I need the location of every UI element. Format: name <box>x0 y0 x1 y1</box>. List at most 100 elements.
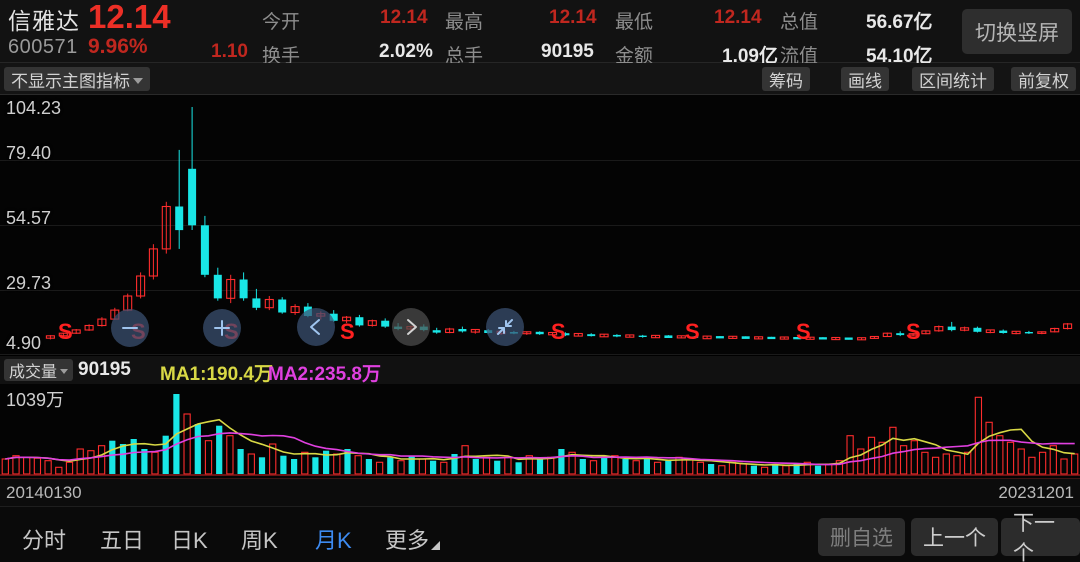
scroll-right-button[interactable] <box>392 308 430 346</box>
stat-prev-close-value: 12.14 <box>714 7 762 28</box>
switch-to-portrait-button[interactable]: 切换竖屏 <box>962 9 1072 54</box>
stat-totalvalue-label: 总值 <box>780 12 819 33</box>
quote-header: 信雅达 600571 12.14 9.96% 今开 1.10 换手 12.14 … <box>0 0 1080 67</box>
stat-floatvalue-label: 流值 <box>780 46 819 67</box>
stat-volume-value: 90195 <box>541 41 594 62</box>
tab-wuri-label: 五日 <box>100 528 145 553</box>
chips-button[interactable]: 筹码 <box>762 67 810 91</box>
tab-weekk[interactable]: 周K <box>241 523 278 555</box>
stat-high-label: 最高 <box>445 12 484 33</box>
volume-chart-panel[interactable] <box>0 384 1080 478</box>
tab-dayk[interactable]: 日K <box>171 523 208 555</box>
stat-totalvalue: 总值 <box>780 7 818 34</box>
stat-totalvalue-value-wrap: 56.67亿 <box>866 7 933 34</box>
gridline <box>0 160 1080 161</box>
stat-open-value-wrap: 1.10 <box>211 41 248 63</box>
y-axis-label-3: 29.73 <box>6 273 52 293</box>
volume-svg <box>0 394 1080 476</box>
volume-indicator-header: 成交量 90195 MA1:190.4万 MA2:235.8万 <box>0 356 1080 385</box>
volume-ma1-label: MA1:190.4万 <box>160 364 273 385</box>
price-chart-panel[interactable]: SSSSSSSS 104.23 79.40 54.57 29.73 4.90 <box>0 95 1080 355</box>
date-end: 20231201 <box>998 483 1074 502</box>
stock-code: 600571 <box>8 36 78 58</box>
stat-amount-value: 1.09亿 <box>722 46 778 67</box>
stat-totalvalue-value: 56.67亿 <box>866 12 933 33</box>
stat-amount-label: 金额 <box>615 46 654 67</box>
volume-indicator-label: 成交量 <box>9 364 58 381</box>
tab-monthk[interactable]: 月K <box>315 523 352 555</box>
plus-icon <box>214 320 230 336</box>
previous-stock-button[interactable]: 上一个 <box>911 518 998 556</box>
next-stock-button[interactable]: 下一个 <box>1001 512 1080 562</box>
minus-icon <box>122 327 138 329</box>
stat-turnover: 换手 <box>262 41 300 68</box>
drawline-button[interactable]: 画线 <box>841 67 889 91</box>
svg-text:S: S <box>906 319 921 344</box>
main-indicator-selector[interactable]: 不显示主图指标 <box>4 67 150 91</box>
stat-high: 最高 <box>445 7 483 34</box>
stat-floatvalue-value: 54.10亿 <box>866 46 933 67</box>
scroll-left-button[interactable] <box>297 308 335 346</box>
chevron-down-icon <box>60 369 69 374</box>
date-axis: 20140130 20231201 <box>0 478 1080 506</box>
svg-text:S: S <box>551 319 566 344</box>
gridline <box>0 290 1080 291</box>
stat-open-label: 今开 <box>262 12 301 33</box>
tab-more[interactable]: 更多 <box>385 523 441 555</box>
stat-turnover-label: 换手 <box>262 46 301 67</box>
stat-amount: 金额 <box>615 41 653 68</box>
zoom-out-button[interactable] <box>111 309 149 347</box>
chevron-right-icon <box>407 319 417 335</box>
bottom-navigation: 分时 五日 日K 周K 月K 更多 删自选 上一个 下一个 <box>0 506 1080 562</box>
svg-text:S: S <box>685 319 700 344</box>
gridline <box>0 354 1080 355</box>
stat-floatvalue: 流值 <box>780 41 818 68</box>
svg-text:S: S <box>340 319 355 344</box>
range-statistics-button[interactable]: 区间统计 <box>912 67 994 91</box>
stat-high-value-wrap: 12.14 <box>380 7 428 29</box>
collapse-button[interactable] <box>486 308 524 346</box>
stock-name: 信雅达 <box>8 8 80 34</box>
volume-indicator-selector[interactable]: 成交量 <box>4 359 74 381</box>
tab-weekk-label: 周K <box>241 528 278 553</box>
current-price: 12.14 <box>88 0 171 35</box>
tab-fenshi[interactable]: 分时 <box>22 523 66 555</box>
main-indicator-label: 不显示主图指标 <box>11 71 130 91</box>
stat-low-value-wrap: 12.14 <box>549 7 597 29</box>
date-start: 20140130 <box>6 483 82 502</box>
stat-volume-label: 总手 <box>445 46 484 67</box>
stat-volume-value-wrap: 90195 <box>541 41 594 63</box>
stat-volume: 总手 <box>445 41 483 68</box>
chart-toolbar: 不显示主图指标 筹码 画线 区间统计 前复权 <box>0 63 1080 95</box>
tab-more-label: 更多 <box>385 528 430 553</box>
stat-low: 最低 <box>615 7 653 34</box>
y-axis-label-1: 79.40 <box>6 143 52 163</box>
stat-open-value: 1.10 <box>211 41 248 62</box>
change-percent: 9.96% <box>88 35 148 58</box>
stat-totalvalue-price-wrap: 12.14 <box>714 7 762 29</box>
volume-current-value: 90195 <box>78 359 131 380</box>
volume-ma2-label: MA2:235.8万 <box>268 364 381 385</box>
tab-dayk-label: 日K <box>171 528 208 553</box>
triangle-expand-icon <box>431 540 441 550</box>
collapse-arrows-icon <box>497 319 513 335</box>
zoom-in-button[interactable] <box>203 309 241 347</box>
y-axis-label-4: 4.90 <box>6 333 42 353</box>
volume-max-label: 1039万 <box>6 390 65 410</box>
candlestick-svg: SSSSSSSS <box>45 107 1073 344</box>
stat-floatvalue-value-wrap: 54.10亿 <box>866 41 933 68</box>
remove-favorite-button[interactable]: 删自选 <box>818 518 905 556</box>
adjust-price-button[interactable]: 前复权 <box>1011 67 1076 91</box>
gridline <box>0 225 1080 226</box>
stat-turnover-value: 2.02% <box>379 41 433 62</box>
y-axis-label-0: 104.23 <box>6 98 62 118</box>
tab-monthk-label: 月K <box>315 528 352 553</box>
y-axis-label-2: 54.57 <box>6 208 52 228</box>
stat-open: 今开 <box>262 7 300 34</box>
stat-low-label: 最低 <box>615 12 654 33</box>
stat-high-value: 12.14 <box>380 7 428 28</box>
tab-wuri[interactable]: 五日 <box>100 523 144 555</box>
svg-text:S: S <box>796 319 811 344</box>
chevron-left-icon <box>310 319 320 335</box>
